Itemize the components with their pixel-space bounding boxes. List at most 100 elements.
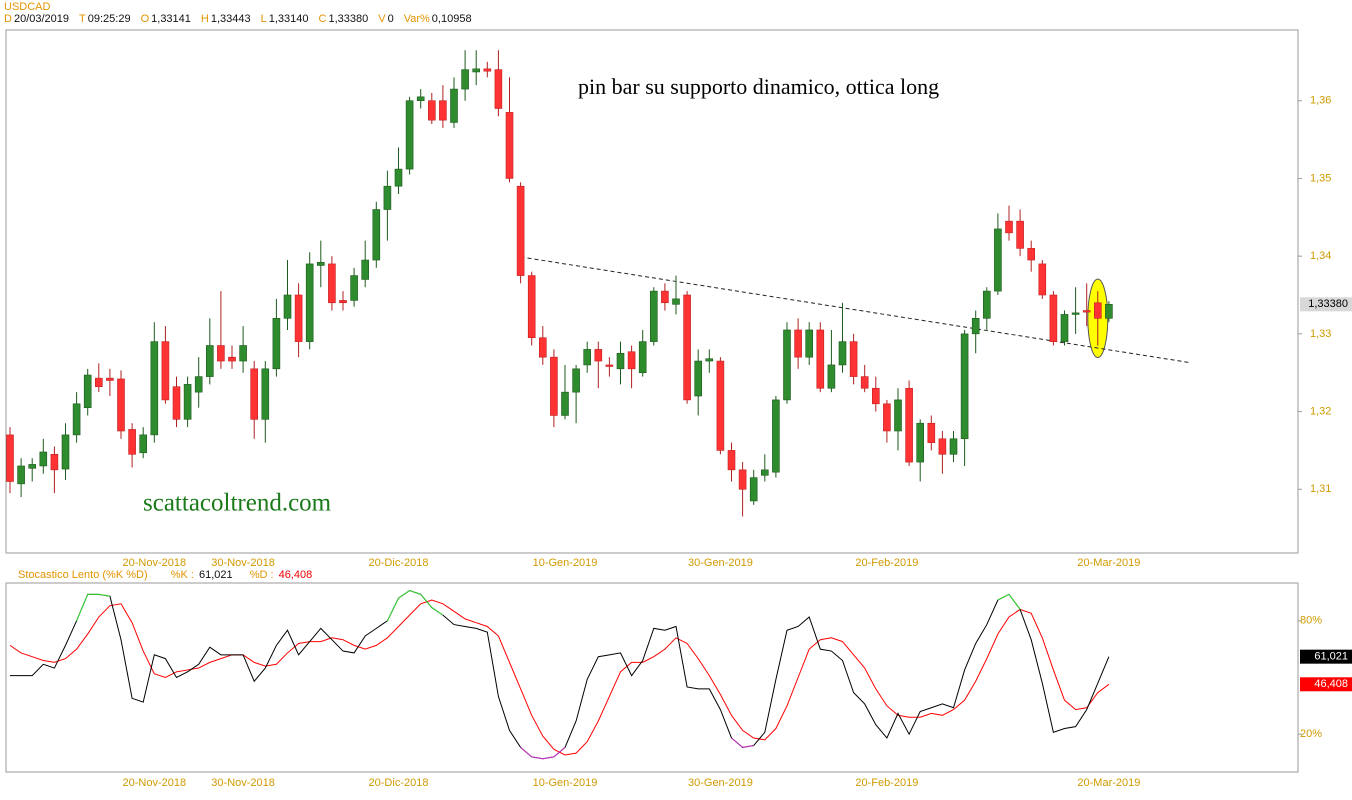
candle-body [949, 438, 958, 455]
last-value-label: 61,021 [1314, 651, 1348, 663]
candle-body [394, 168, 403, 187]
x-tick-label: 10-Gen-2019 [533, 777, 598, 789]
candle-body [450, 88, 458, 123]
price-header: USDCAD D 20/03/2019 T 09:25:29 O 1,33141 H 1,33… [4, 1, 482, 25]
info-line: D 20/03/2019 T 09:25:29 O 1,33141 H 1,33443 L 1,3… [4, 13, 482, 25]
candle-body [550, 356, 558, 416]
zone-segment [542, 756, 554, 760]
zone-segment [409, 590, 421, 595]
candle-body [694, 360, 703, 397]
candle-body [1016, 220, 1024, 249]
candle-body [139, 434, 147, 454]
candle-body [61, 434, 70, 470]
candle-body [283, 294, 292, 319]
x-tick-label: 20-Mar-2019 [1077, 557, 1140, 569]
candle-body [1027, 248, 1035, 261]
annotation: pin bar su supporto dinamico, ottica lon… [578, 74, 939, 99]
candle-body [527, 275, 536, 339]
candle-body [328, 263, 336, 304]
x-tick-label: 20-Nov-2018 [123, 777, 187, 789]
candle-body [1049, 294, 1058, 342]
candle-body [1071, 312, 1080, 315]
candle-body [894, 399, 902, 432]
candle-body [538, 337, 547, 358]
x-tick-label: 20-Mar-2019 [1077, 777, 1140, 789]
candle-body [760, 469, 769, 476]
zone-segment [531, 756, 543, 760]
candle-body [6, 434, 14, 482]
zone-segment [431, 607, 444, 616]
candle-body [72, 403, 81, 436]
candle-body [1105, 304, 1113, 319]
candle-body [150, 341, 159, 436]
candle-body [505, 112, 514, 179]
y-tick-label: 1,36 [1310, 95, 1331, 107]
candle-body [827, 364, 836, 389]
zone-segment [386, 597, 399, 622]
candle-body [161, 341, 170, 401]
candle-body [727, 450, 736, 471]
candle-body [1060, 314, 1069, 342]
symbol: USDCAD [4, 1, 51, 13]
candle-body [1094, 302, 1102, 319]
info-label: L [260, 13, 267, 25]
candle-body [239, 345, 247, 362]
zone-segment [520, 747, 533, 758]
candle-body [883, 403, 891, 432]
candle-body [494, 69, 503, 109]
candle-body [594, 349, 603, 362]
candle-body [871, 387, 880, 405]
candle-body [416, 96, 425, 102]
candle-body [916, 422, 925, 463]
info-label: O [140, 13, 150, 25]
candle-body [605, 364, 614, 367]
info-value: 09:25:29 [87, 13, 131, 25]
candle-body [661, 290, 669, 304]
y-tick-label: 20% [1300, 728, 1322, 740]
y-tick-label: 1,32 [1310, 405, 1331, 417]
x-tick-label: 30-Gen-2019 [688, 557, 753, 569]
y-tick-label: 1,34 [1310, 250, 1331, 262]
info-value: 1,33141 [151, 13, 191, 25]
candle-body [971, 318, 980, 335]
last-value-box [1300, 677, 1352, 692]
candle-body [516, 185, 525, 276]
candle-body [350, 275, 358, 301]
info-value: 1,33380 [328, 13, 369, 25]
x-tick-label: 20-Dic-2018 [369, 777, 429, 789]
info-label: D [4, 13, 12, 25]
candle-body [627, 351, 636, 370]
candle-body [305, 263, 314, 342]
zone-segment [731, 737, 743, 748]
zone-segment [1008, 594, 1021, 610]
candle-body [783, 329, 791, 401]
candle-body [561, 391, 569, 416]
candle-body [39, 451, 48, 467]
candle-body [982, 290, 991, 319]
candle-body [805, 329, 814, 358]
candle-body [1038, 263, 1047, 296]
candle-body [716, 360, 725, 451]
candle-body [905, 387, 913, 463]
candle-body [316, 262, 325, 266]
zone-segment [76, 594, 89, 621]
zone-segment [398, 590, 410, 599]
candle-body [339, 300, 347, 304]
candle-body [749, 477, 758, 502]
candle-body [128, 429, 136, 455]
d-name: %D : [249, 569, 274, 581]
candle-body [1082, 310, 1091, 313]
zone-segment [553, 747, 566, 758]
candle-body [616, 352, 625, 370]
candle-body [50, 454, 59, 471]
k-value: 61,021 [198, 569, 233, 581]
zone-segment [98, 593, 110, 597]
x-tick-label: 30-Nov-2018 [211, 557, 275, 569]
x-tick-label: 30-Nov-2018 [211, 777, 275, 789]
k-name: %K : [170, 569, 194, 581]
candle-body [683, 294, 691, 401]
info-value: 1,33140 [268, 13, 309, 25]
candle-body [28, 464, 37, 469]
